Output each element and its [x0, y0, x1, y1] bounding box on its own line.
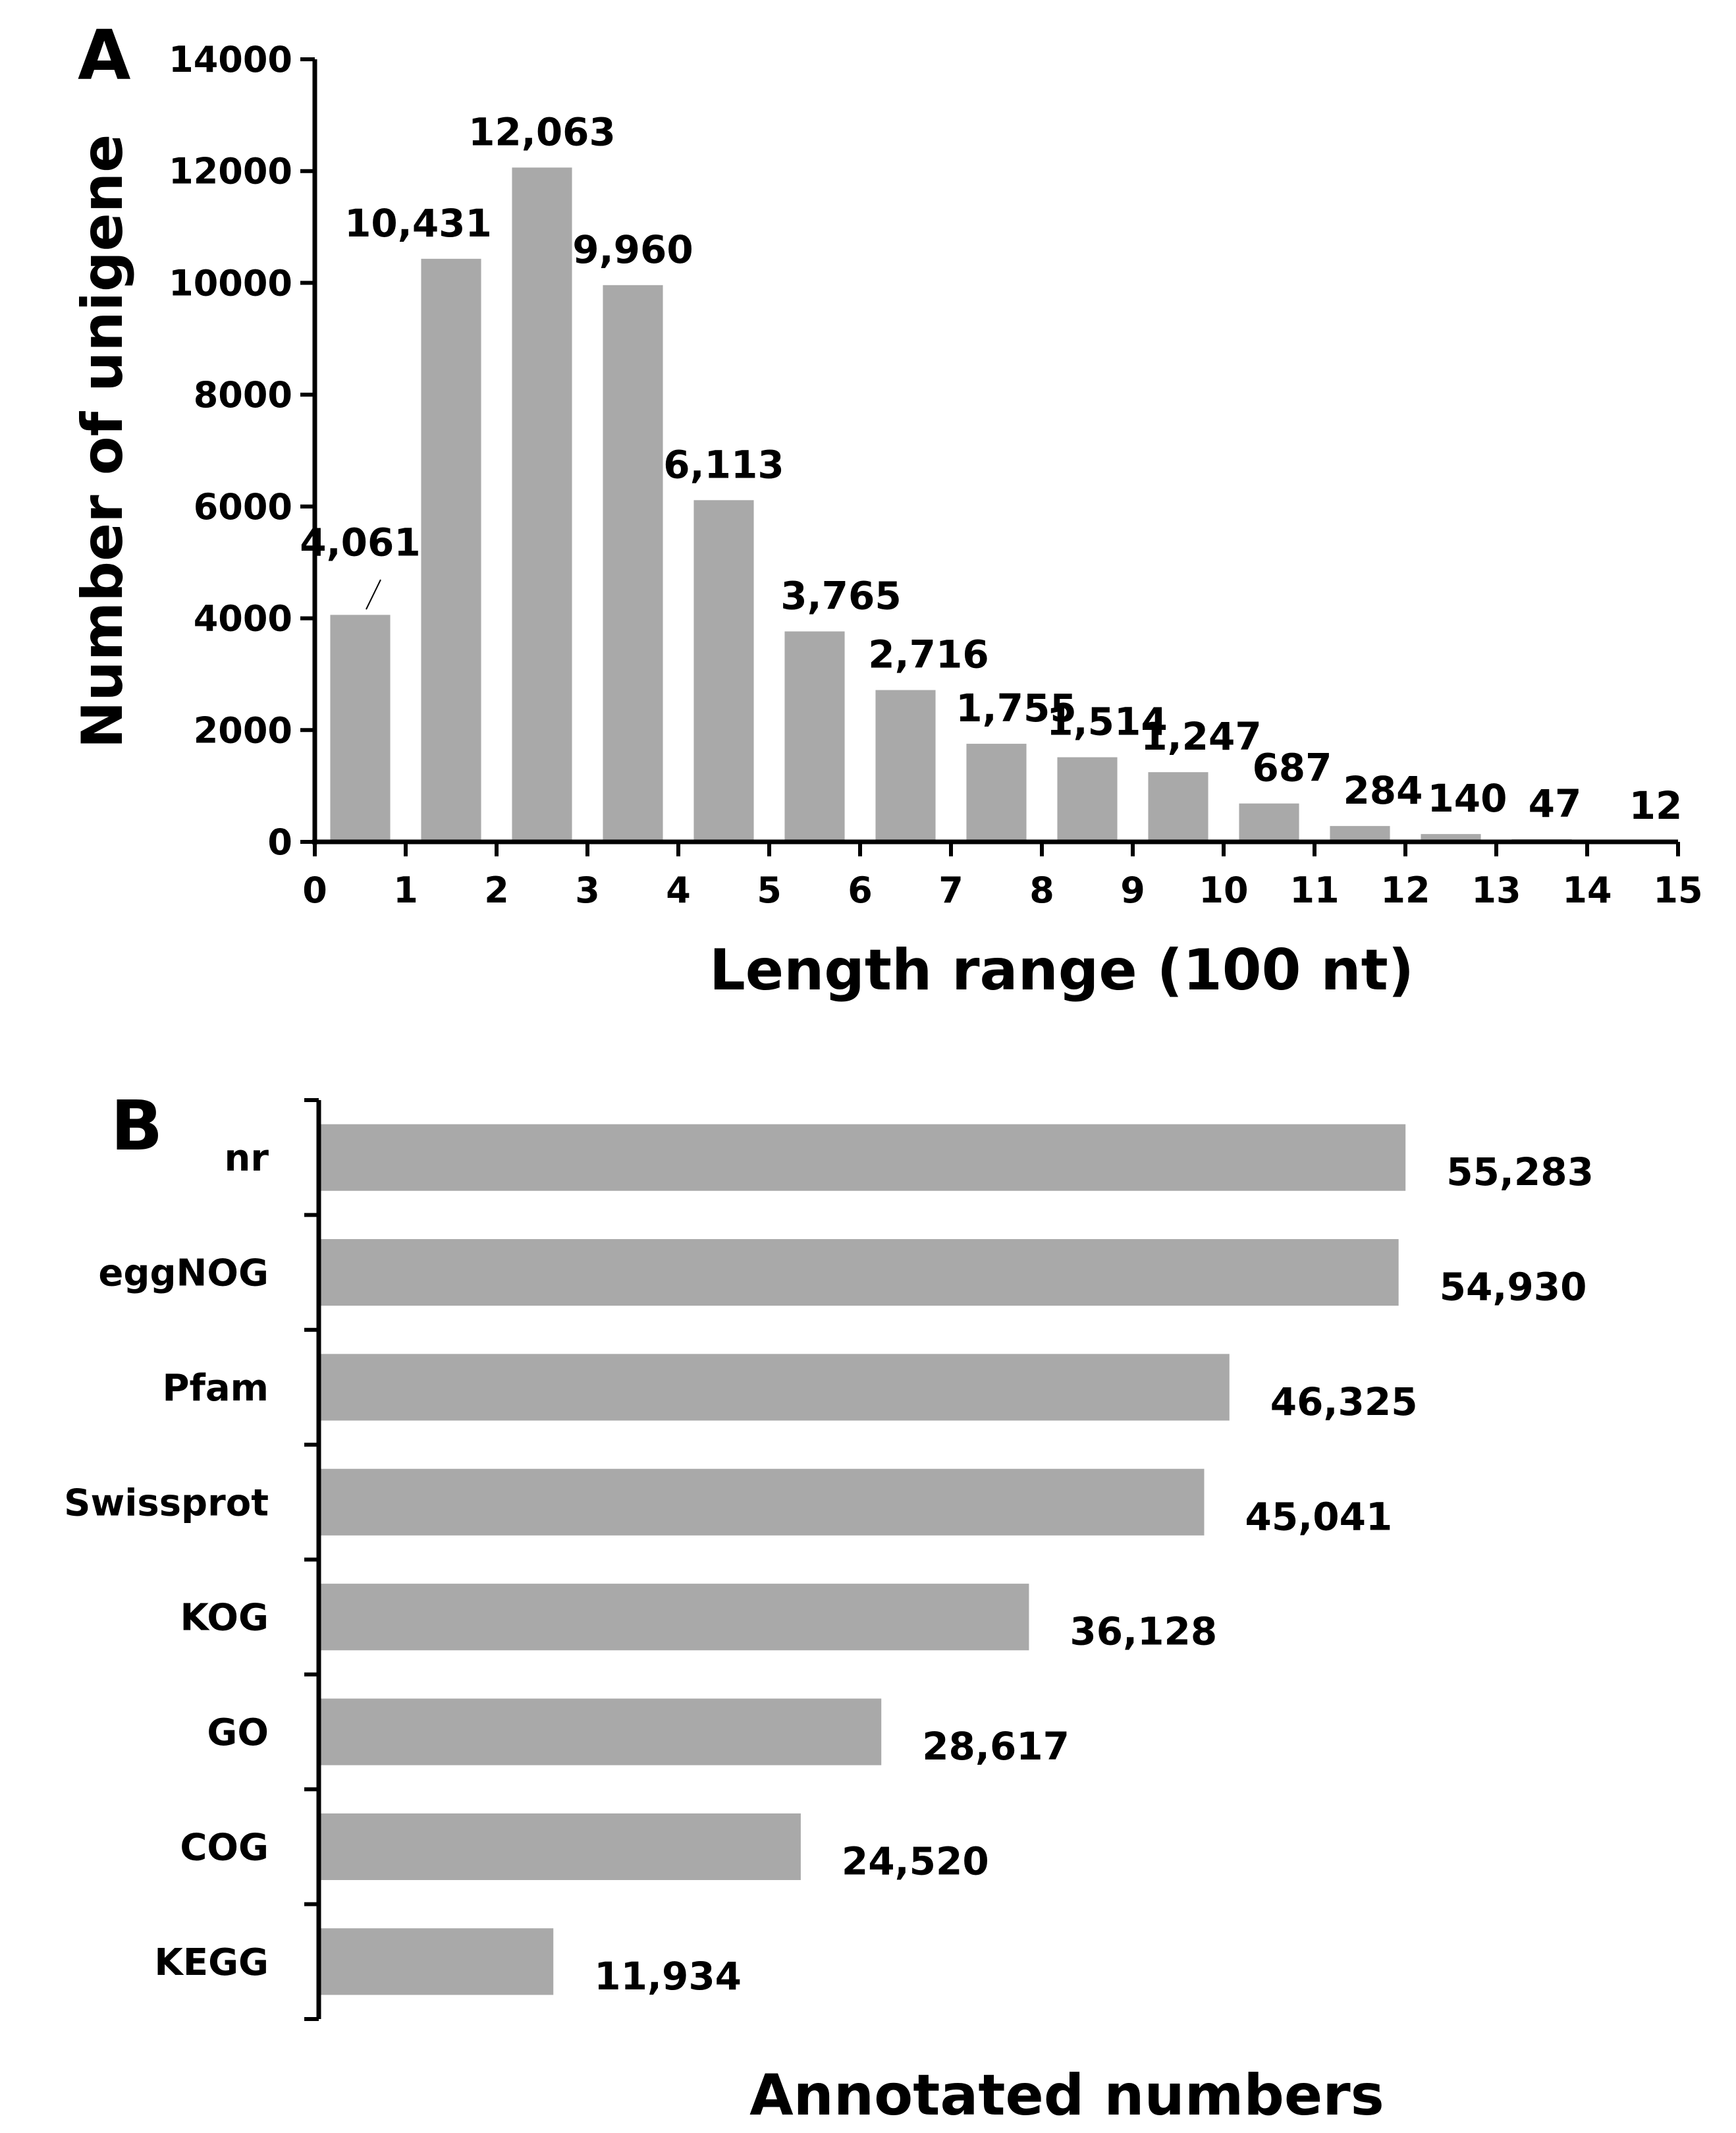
x-tick-label: 0 [302, 870, 327, 911]
panel-a-letter: A [78, 15, 131, 96]
y-tick-label: 2000 [194, 709, 292, 751]
panel-a-x-axis-title: Length range (100 nt) [709, 937, 1414, 1003]
x-tick-label: 15 [1653, 870, 1702, 911]
data-label: 12 [1629, 783, 1683, 828]
panel-a-label-leader-line [366, 579, 381, 610]
x-tick-label: 8 [1029, 870, 1054, 911]
data-label: 10,431 [344, 201, 492, 246]
x-tick-label: 6 [848, 870, 873, 911]
panel-a-bars [330, 167, 1663, 843]
panel-b-annotation-chart: B nr eggNOG Pfam Swissprot KOG GO COG KEGG 55,2… [64, 1086, 1594, 2128]
bar-2-3 [512, 167, 572, 842]
panel-b-bars [319, 1124, 1406, 1995]
panel-b-x-axis-title: Annotated numbers [749, 2063, 1384, 2128]
bar-pfam [319, 1354, 1230, 1421]
data-label: 6,113 [663, 442, 784, 487]
panel-a-y-ticks: 0 2000 4000 6000 8000 10000 12000 14000 [169, 39, 315, 863]
panel-a-x-ticks: 0 1 2 3 4 5 6 7 8 9 10 11 12 13 14 15 [302, 842, 1703, 911]
data-label: 45,041 [1245, 1494, 1392, 1539]
category-label: KOG [180, 1597, 269, 1640]
category-label: COG [180, 1826, 269, 1869]
data-label: 46,325 [1270, 1379, 1418, 1424]
x-tick-label: 11 [1289, 870, 1339, 911]
data-label: 1,514 [1046, 700, 1167, 744]
bar-cog [319, 1813, 801, 1881]
bar-swissprot [319, 1468, 1205, 1536]
bar-10-11 [1239, 803, 1299, 842]
category-label: KEGG [154, 1941, 269, 1984]
y-tick-label: 6000 [194, 486, 292, 528]
data-label: 54,930 [1440, 1265, 1587, 1310]
bar-12-13 [1421, 834, 1481, 842]
y-tick-label: 14000 [169, 39, 292, 80]
panel-b-y-ticks [304, 1098, 319, 2021]
x-tick-label: 9 [1120, 870, 1145, 911]
y-tick-label: 10000 [169, 262, 292, 304]
bar-7-8 [966, 744, 1027, 842]
data-label: 55,283 [1446, 1150, 1594, 1194]
x-tick-label: 12 [1380, 870, 1430, 911]
bar-3-4 [603, 285, 663, 842]
data-label: 2,716 [868, 632, 989, 677]
y-tick-label: 12000 [169, 151, 292, 192]
y-tick-label: 4000 [194, 598, 292, 640]
x-tick-label: 10 [1199, 870, 1248, 911]
bar-kog [319, 1584, 1029, 1651]
bar-8-9 [1057, 757, 1118, 842]
data-label: 3,765 [780, 574, 901, 619]
x-tick-label: 7 [938, 870, 963, 911]
data-label: 284 [1343, 768, 1423, 813]
data-label: 11,934 [594, 1954, 742, 1999]
bar-go [319, 1698, 882, 1765]
y-tick-label: 8000 [194, 374, 292, 416]
panel-a-y-axis-title: Number of unigene [70, 134, 136, 749]
bar-1-2 [421, 258, 481, 843]
x-tick-label: 4 [666, 870, 691, 911]
data-label: 24,520 [842, 1839, 989, 1883]
x-tick-label: 5 [757, 870, 782, 911]
y-tick-label: 0 [267, 821, 292, 863]
category-label: GO [207, 1711, 269, 1754]
bar-5-6 [784, 631, 845, 842]
data-label: 140 [1427, 776, 1507, 821]
data-label: 47 [1529, 781, 1582, 826]
data-label: 687 [1252, 746, 1332, 790]
data-label: 9,960 [572, 227, 693, 272]
data-label: 12,063 [468, 109, 616, 154]
bar-4-5 [693, 500, 754, 842]
panel-b-letter: B [111, 1086, 163, 1166]
panel-b-category-labels: nr eggNOG Pfam Swissprot KOG GO COG KEGG [64, 1137, 269, 1984]
data-label: 4,061 [300, 520, 420, 565]
bar-11-12 [1330, 825, 1390, 842]
data-label: 36,128 [1070, 1609, 1217, 1654]
bar-kegg [319, 1928, 554, 1995]
data-label: 28,617 [922, 1724, 1070, 1769]
bar-nr [319, 1124, 1406, 1191]
data-label: 1,755 [956, 686, 1076, 731]
x-tick-label: 13 [1471, 870, 1521, 911]
x-tick-label: 14 [1562, 870, 1612, 911]
data-label: 1,247 [1141, 714, 1261, 759]
bar-9-10 [1148, 772, 1208, 842]
category-label: eggNOG [98, 1252, 269, 1295]
bar-eggnog [319, 1238, 1399, 1306]
x-tick-label: 2 [484, 870, 509, 911]
panel-a-data-labels: 4,061 10,431 12,063 9,960 6,113 3,765 2,716 1,7… [300, 109, 1682, 828]
x-tick-label: 3 [575, 870, 600, 911]
category-label: nr [225, 1137, 269, 1180]
category-label: Pfam [162, 1367, 269, 1410]
bar-0-1 [330, 615, 391, 842]
category-label: Swissprot [64, 1482, 269, 1524]
x-tick-label: 1 [393, 870, 418, 911]
bar-6-7 [875, 690, 936, 842]
panel-b-data-labels: 55,283 54,930 46,325 45,041 36,128 28,617 24,5… [594, 1150, 1594, 1999]
